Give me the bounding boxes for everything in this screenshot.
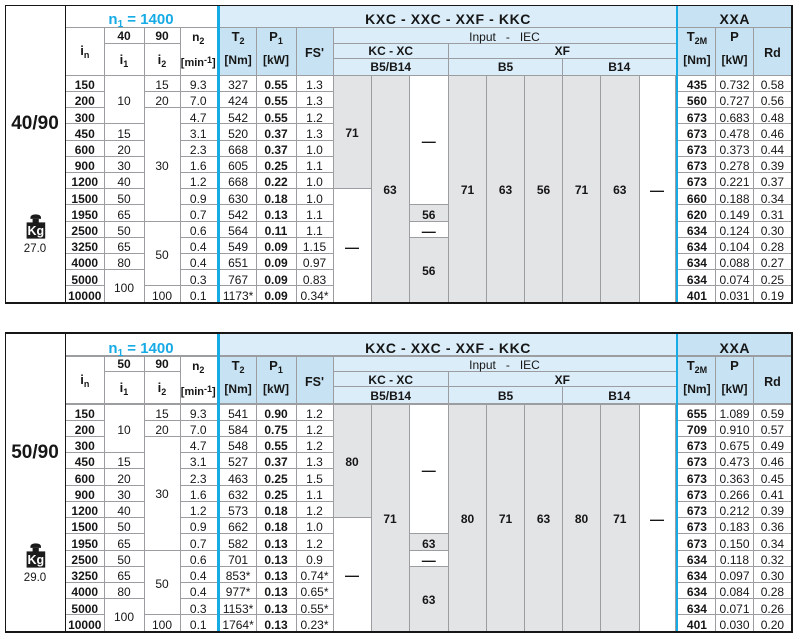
- svg-text:Kg: Kg: [27, 224, 44, 238]
- svg-text:Kg: Kg: [27, 553, 44, 567]
